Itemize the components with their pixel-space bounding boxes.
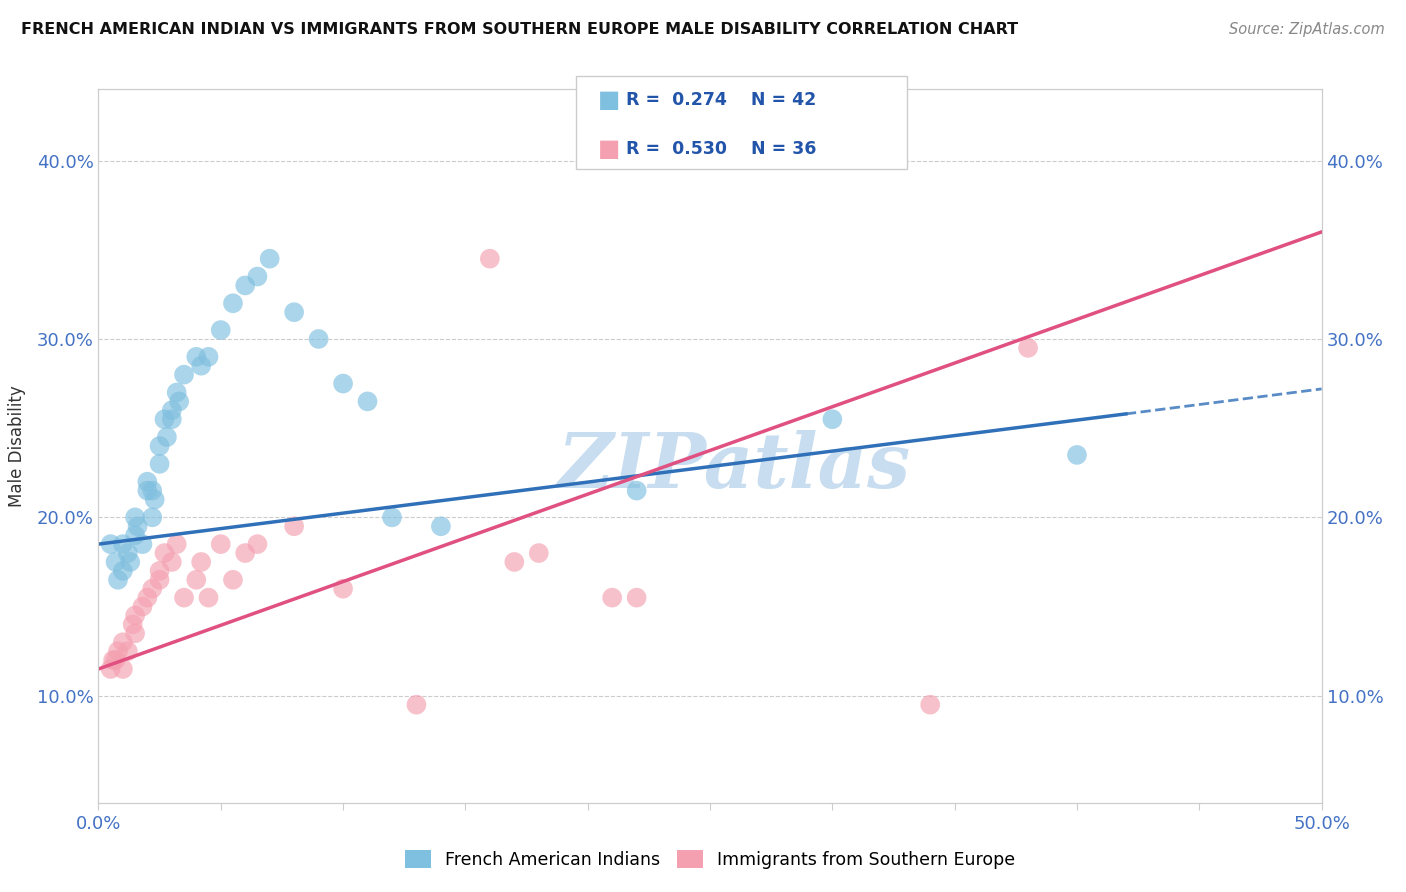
Point xyxy=(136,591,159,605)
Point xyxy=(101,653,124,667)
Point xyxy=(141,483,163,498)
Point xyxy=(153,412,176,426)
Point xyxy=(222,296,245,310)
Point xyxy=(527,546,550,560)
Legend: French American Indians, Immigrants from Southern Europe: French American Indians, Immigrants from… xyxy=(398,844,1022,876)
Point xyxy=(222,573,245,587)
Point xyxy=(190,359,212,373)
Point xyxy=(332,582,354,596)
Point xyxy=(160,403,183,417)
Point xyxy=(124,528,146,542)
Point xyxy=(107,573,129,587)
Point xyxy=(233,546,256,560)
Point xyxy=(503,555,526,569)
Point xyxy=(166,385,188,400)
Point xyxy=(149,457,172,471)
Point xyxy=(100,537,122,551)
Point xyxy=(117,644,139,658)
Point xyxy=(626,591,648,605)
Point xyxy=(111,635,134,649)
Point xyxy=(167,394,190,409)
Point xyxy=(197,591,219,605)
Point xyxy=(149,573,172,587)
Text: ZIPatlas: ZIPatlas xyxy=(558,431,911,504)
Point xyxy=(626,483,648,498)
Text: R =  0.274    N = 42: R = 0.274 N = 42 xyxy=(626,91,815,109)
Point xyxy=(381,510,404,524)
Point xyxy=(136,475,159,489)
Point xyxy=(124,510,146,524)
Point xyxy=(308,332,330,346)
Point xyxy=(920,698,942,712)
Point xyxy=(600,591,623,605)
Point xyxy=(149,564,172,578)
Point xyxy=(131,599,153,614)
Point xyxy=(160,555,183,569)
Point xyxy=(120,555,142,569)
Text: Source: ZipAtlas.com: Source: ZipAtlas.com xyxy=(1229,22,1385,37)
Point xyxy=(149,439,172,453)
Point xyxy=(143,492,166,507)
Point xyxy=(104,653,127,667)
Point xyxy=(430,519,453,533)
Point xyxy=(478,252,501,266)
Point xyxy=(209,323,232,337)
Point xyxy=(209,537,232,551)
Point xyxy=(124,626,146,640)
Point xyxy=(259,252,281,266)
Point xyxy=(246,537,269,551)
Point xyxy=(173,591,195,605)
Point xyxy=(233,278,256,293)
Point xyxy=(153,546,176,560)
Point xyxy=(166,537,188,551)
Text: ■: ■ xyxy=(598,88,620,112)
Point xyxy=(156,430,179,444)
Point xyxy=(160,412,183,426)
Point xyxy=(821,412,844,426)
Point xyxy=(190,555,212,569)
Point xyxy=(283,519,305,533)
Point xyxy=(100,662,122,676)
Point xyxy=(1066,448,1088,462)
Point xyxy=(111,564,134,578)
Point xyxy=(117,546,139,560)
Point xyxy=(186,573,208,587)
Point xyxy=(141,510,163,524)
Point xyxy=(104,555,127,569)
Point xyxy=(136,483,159,498)
Point xyxy=(121,617,143,632)
Point xyxy=(405,698,427,712)
Text: ■: ■ xyxy=(598,137,620,161)
Point xyxy=(173,368,195,382)
Point xyxy=(356,394,378,409)
Point xyxy=(332,376,354,391)
Point xyxy=(197,350,219,364)
Point xyxy=(1017,341,1039,355)
Text: R =  0.530    N = 36: R = 0.530 N = 36 xyxy=(626,140,815,158)
Point xyxy=(124,608,146,623)
Point xyxy=(186,350,208,364)
Point xyxy=(283,305,305,319)
Point xyxy=(107,644,129,658)
Point xyxy=(131,537,153,551)
Point xyxy=(111,662,134,676)
Y-axis label: Male Disability: Male Disability xyxy=(7,385,25,507)
Point xyxy=(111,537,134,551)
Point xyxy=(127,519,149,533)
Point xyxy=(246,269,269,284)
Point xyxy=(141,582,163,596)
Text: FRENCH AMERICAN INDIAN VS IMMIGRANTS FROM SOUTHERN EUROPE MALE DISABILITY CORREL: FRENCH AMERICAN INDIAN VS IMMIGRANTS FRO… xyxy=(21,22,1018,37)
